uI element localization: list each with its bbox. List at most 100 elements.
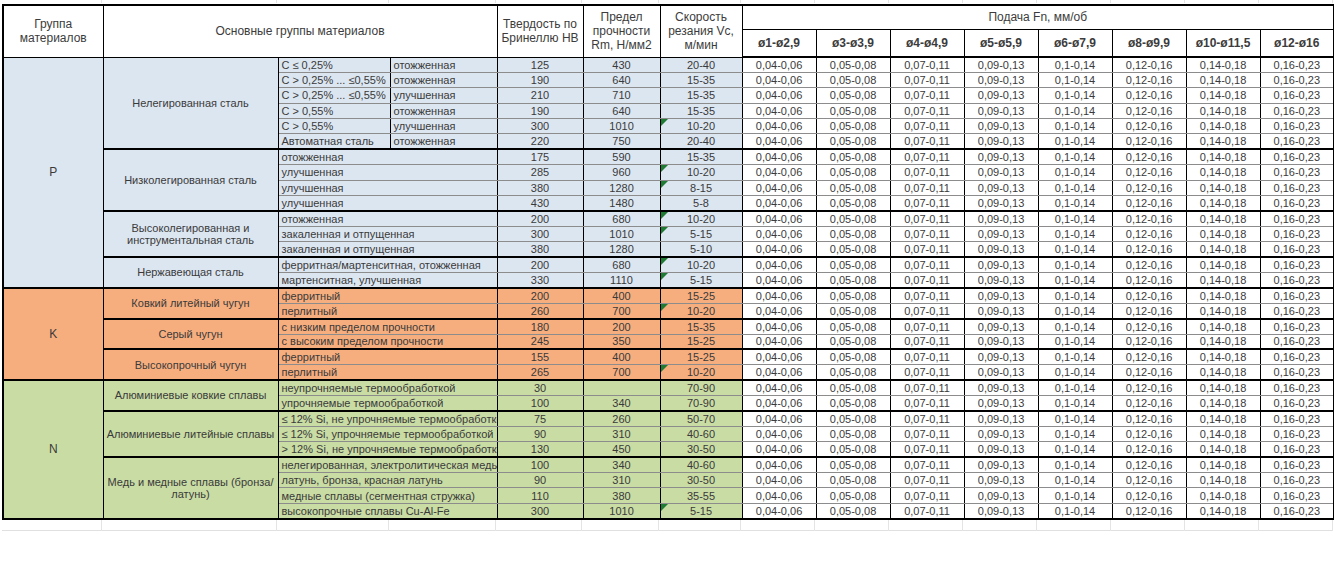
- cell-hardness-hb[interactable]: 90: [497, 473, 583, 488]
- cell-hardness-hb[interactable]: 130: [497, 442, 583, 457]
- cell-feed-value[interactable]: 0,04-0,06: [742, 442, 816, 457]
- cell-feed-value[interactable]: 0,04-0,06: [742, 119, 816, 134]
- cell-feed-value[interactable]: 0,12-0,16: [1112, 488, 1186, 503]
- cell-feed-value[interactable]: 0,09-0,13: [964, 242, 1038, 257]
- cell-feed-value[interactable]: 0,07-0,11: [890, 88, 964, 103]
- cell-material-state[interactable]: отожженная: [390, 57, 497, 72]
- cell-material-description[interactable]: улучшенная: [278, 180, 497, 195]
- cell-strength-rm[interactable]: 960: [583, 165, 660, 180]
- cell-material-description[interactable]: закаленная и отпущенная: [278, 226, 497, 241]
- cell-feed-value[interactable]: 0,07-0,11: [890, 134, 964, 149]
- cell-feed-value[interactable]: 0,07-0,11: [890, 288, 964, 303]
- cell-material-description[interactable]: упрочняемые термообработкой: [278, 396, 497, 411]
- cell-speed-vc[interactable]: 15-35: [660, 319, 742, 334]
- cell-feed-value[interactable]: 0,1-0,14: [1038, 349, 1112, 364]
- cell-speed-vc[interactable]: 10-20: [660, 257, 742, 272]
- cell-hardness-hb[interactable]: 300: [497, 503, 583, 518]
- cell-feed-value[interactable]: 0,1-0,14: [1038, 411, 1112, 426]
- header-feed[interactable]: Подача Fn, мм/об: [742, 5, 1334, 29]
- cell-feed-value[interactable]: 0,12-0,16: [1112, 72, 1186, 87]
- cell-material-description[interactable]: > 12% Si, не упрочняемые термообработкой: [278, 442, 497, 457]
- cell-strength-rm[interactable]: 1280: [583, 242, 660, 257]
- cell-material-spec[interactable]: C > 0,25% ... ≤0,55%: [278, 88, 390, 103]
- cell-strength-rm[interactable]: [583, 380, 660, 395]
- cell-feed-value[interactable]: 0,07-0,11: [890, 165, 964, 180]
- cell-feed-value[interactable]: 0,16-0,23: [1260, 457, 1334, 472]
- cell-feed-value[interactable]: 0,09-0,13: [964, 88, 1038, 103]
- cell-subgroup-name[interactable]: Ковкий литейный чугун: [103, 288, 278, 319]
- cell-feed-value[interactable]: 0,05-0,08: [816, 57, 890, 72]
- cell-feed-value[interactable]: 0,04-0,06: [742, 334, 816, 349]
- cell-feed-value[interactable]: 0,16-0,23: [1260, 196, 1334, 211]
- cell-feed-value[interactable]: 0,07-0,11: [890, 103, 964, 118]
- cell-feed-value[interactable]: 0,05-0,08: [816, 396, 890, 411]
- cell-feed-value[interactable]: 0,09-0,13: [964, 149, 1038, 164]
- cell-strength-rm[interactable]: 700: [583, 365, 660, 380]
- cell-feed-value[interactable]: 0,16-0,23: [1260, 411, 1334, 426]
- cell-speed-vc[interactable]: 15-35: [660, 88, 742, 103]
- cell-hardness-hb[interactable]: 430: [497, 196, 583, 211]
- cell-strength-rm[interactable]: 590: [583, 149, 660, 164]
- cell-feed-value[interactable]: 0,04-0,06: [742, 303, 816, 318]
- cell-feed-value[interactable]: 0,12-0,16: [1112, 211, 1186, 226]
- cell-material-description[interactable]: улучшенная: [278, 196, 497, 211]
- cell-feed-value[interactable]: 0,09-0,13: [964, 134, 1038, 149]
- cell-hardness-hb[interactable]: 245: [497, 334, 583, 349]
- cell-feed-value[interactable]: 0,14-0,18: [1186, 88, 1260, 103]
- cell-feed-value[interactable]: 0,04-0,06: [742, 365, 816, 380]
- cell-feed-value[interactable]: 0,05-0,08: [816, 88, 890, 103]
- cell-material-state[interactable]: отожженная: [390, 134, 497, 149]
- cell-feed-value[interactable]: 0,12-0,16: [1112, 349, 1186, 364]
- cell-feed-value[interactable]: 0,12-0,16: [1112, 257, 1186, 272]
- cell-hardness-hb[interactable]: 260: [497, 303, 583, 318]
- cell-feed-value[interactable]: 0,09-0,13: [964, 119, 1038, 134]
- cell-feed-value[interactable]: 0,16-0,23: [1260, 88, 1334, 103]
- cell-feed-value[interactable]: 0,16-0,23: [1260, 503, 1334, 518]
- cell-feed-value[interactable]: 0,1-0,14: [1038, 457, 1112, 472]
- cell-hardness-hb[interactable]: 175: [497, 149, 583, 164]
- cell-feed-value[interactable]: 0,07-0,11: [890, 149, 964, 164]
- cell-material-description[interactable]: медные сплавы (сегментная стружка): [278, 488, 497, 503]
- cell-feed-value[interactable]: 0,1-0,14: [1038, 57, 1112, 72]
- cell-hardness-hb[interactable]: 200: [497, 257, 583, 272]
- cell-strength-rm[interactable]: 430: [583, 57, 660, 72]
- cell-feed-value[interactable]: 0,14-0,18: [1186, 288, 1260, 303]
- cell-feed-value[interactable]: 0,14-0,18: [1186, 211, 1260, 226]
- cell-feed-value[interactable]: 0,14-0,18: [1186, 57, 1260, 72]
- cell-feed-value[interactable]: 0,04-0,06: [742, 473, 816, 488]
- cell-feed-value[interactable]: 0,14-0,18: [1186, 426, 1260, 441]
- cell-feed-value[interactable]: 0,05-0,08: [816, 119, 890, 134]
- cell-feed-value[interactable]: 0,12-0,16: [1112, 119, 1186, 134]
- cell-feed-value[interactable]: 0,1-0,14: [1038, 272, 1112, 287]
- cell-feed-value[interactable]: 0,16-0,23: [1260, 334, 1334, 349]
- cell-feed-value[interactable]: 0,12-0,16: [1112, 149, 1186, 164]
- cell-feed-value[interactable]: 0,09-0,13: [964, 473, 1038, 488]
- cell-feed-value[interactable]: 0,14-0,18: [1186, 119, 1260, 134]
- cell-feed-value[interactable]: 0,14-0,18: [1186, 488, 1260, 503]
- cell-feed-value[interactable]: 0,09-0,13: [964, 103, 1038, 118]
- cell-feed-value[interactable]: 0,05-0,08: [816, 134, 890, 149]
- cell-feed-value[interactable]: 0,14-0,18: [1186, 396, 1260, 411]
- cell-speed-vc[interactable]: 5-15: [660, 503, 742, 518]
- cell-feed-value[interactable]: 0,09-0,13: [964, 503, 1038, 518]
- cell-feed-value[interactable]: 0,14-0,18: [1186, 503, 1260, 518]
- cell-feed-value[interactable]: 0,09-0,13: [964, 288, 1038, 303]
- cell-subgroup-name[interactable]: Серый чугун: [103, 319, 278, 350]
- cell-hardness-hb[interactable]: 200: [497, 288, 583, 303]
- cell-speed-vc[interactable]: 15-25: [660, 288, 742, 303]
- cell-feed-value[interactable]: 0,05-0,08: [816, 149, 890, 164]
- cell-feed-value[interactable]: 0,09-0,13: [964, 257, 1038, 272]
- cell-feed-value[interactable]: 0,12-0,16: [1112, 180, 1186, 195]
- cell-feed-value[interactable]: 0,1-0,14: [1038, 488, 1112, 503]
- cell-feed-value[interactable]: 0,14-0,18: [1186, 257, 1260, 272]
- cell-hardness-hb[interactable]: 125: [497, 57, 583, 72]
- cell-feed-value[interactable]: 0,05-0,08: [816, 457, 890, 472]
- cell-feed-value[interactable]: 0,04-0,06: [742, 57, 816, 72]
- cell-feed-value[interactable]: 0,12-0,16: [1112, 457, 1186, 472]
- cell-material-description[interactable]: отожженная: [278, 211, 497, 226]
- cell-feed-value[interactable]: 0,16-0,23: [1260, 149, 1334, 164]
- cell-feed-value[interactable]: 0,16-0,23: [1260, 119, 1334, 134]
- cell-feed-value[interactable]: 0,16-0,23: [1260, 257, 1334, 272]
- cell-feed-value[interactable]: 0,09-0,13: [964, 165, 1038, 180]
- cell-subgroup-name[interactable]: Нелегированная сталь: [103, 57, 278, 149]
